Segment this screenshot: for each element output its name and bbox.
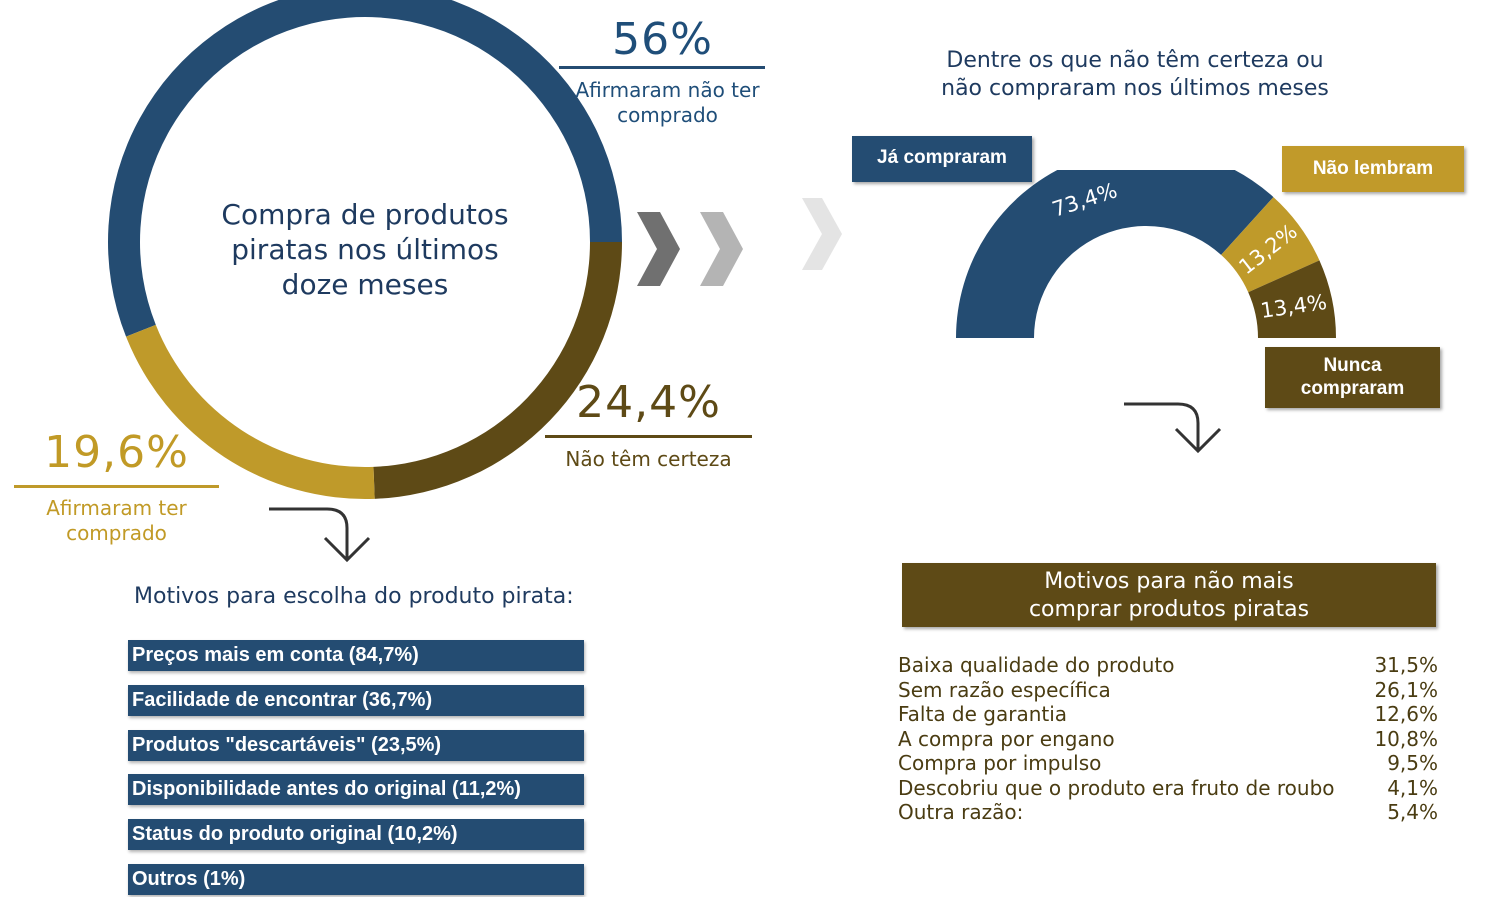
donut-title-line: piratas nos últimos bbox=[231, 233, 499, 266]
semi-title: Dentre os que não têm certeza ou não com… bbox=[900, 47, 1370, 103]
tag-line: compraram bbox=[1300, 378, 1405, 399]
reason-bar: Outros (1%) bbox=[128, 864, 584, 895]
notbuy-label: Outra razão: bbox=[898, 800, 1024, 824]
reason-bar: Status do produto original (10,2%) bbox=[128, 819, 584, 850]
notbuy-row: Outra razão: 5,4% bbox=[898, 800, 1438, 824]
donut-title-line: doze meses bbox=[281, 268, 449, 301]
caption-bought: Afirmaram ter comprado bbox=[14, 496, 219, 546]
caption-line: comprado bbox=[66, 521, 167, 545]
tag-nao-lembram: Não lembram bbox=[1282, 146, 1464, 192]
notbuy-value: 4,1% bbox=[1387, 776, 1438, 800]
tag-nunca-compraram: Nunca compraram bbox=[1265, 347, 1440, 408]
reason-bar: Facilidade de encontrar (36,7%) bbox=[128, 685, 584, 716]
arrow-down-right-icon bbox=[1124, 402, 1222, 454]
notbuy-value: 12,6% bbox=[1374, 702, 1438, 726]
notbuy-row: Descobriu que o produto era fruto de rou… bbox=[898, 776, 1438, 800]
notbuy-label: Sem razão específica bbox=[898, 678, 1111, 702]
rule-bought bbox=[14, 485, 219, 488]
donut-slice-unsure bbox=[373, 242, 622, 499]
caption-line: comprado bbox=[617, 103, 718, 127]
caption-unsure: Não têm certeza bbox=[565, 447, 732, 471]
reasons-title: Motivos para escolha do produto pirata: bbox=[134, 584, 574, 609]
chevron-right-icon bbox=[700, 212, 743, 286]
notbuy-row: Compra por impulso 9,5% bbox=[898, 751, 1438, 775]
arrow-down-right-icon bbox=[269, 507, 371, 563]
caption-line: Afirmaram ter bbox=[46, 496, 187, 520]
donut-title-line: Compra de produtos bbox=[221, 198, 509, 231]
caption-not-bought: Afirmaram não ter comprado bbox=[560, 78, 775, 128]
semi-slice-nunca-compraram bbox=[1248, 260, 1336, 338]
semi-slice-ja-compraram bbox=[956, 170, 1274, 338]
notbuy-row: Falta de garantia 12,6% bbox=[898, 702, 1438, 726]
tag-line: Nunca bbox=[1323, 355, 1382, 376]
notbuy-label: Descobriu que o produto era fruto de rou… bbox=[898, 776, 1335, 800]
reason-bar: Disponibilidade antes do original (11,2%… bbox=[128, 774, 584, 805]
label-unsure-pct: 24,4% bbox=[576, 377, 721, 428]
tag-ja-compraram: Já compraram bbox=[852, 136, 1032, 182]
chevron-arrows bbox=[637, 212, 743, 286]
notbuy-value: 5,4% bbox=[1387, 800, 1438, 824]
donut-chart bbox=[108, 0, 743, 499]
notbuy-label: Baixa qualidade do produto bbox=[898, 653, 1175, 677]
notbuy-title-line: comprar produtos piratas bbox=[1028, 597, 1310, 622]
notbuy-row: Sem razão específica 26,1% bbox=[898, 678, 1438, 702]
label-bought-pct: 19,6% bbox=[44, 427, 189, 478]
semi-title-line: Dentre os que não têm certeza ou bbox=[946, 48, 1324, 73]
notbuy-label: Compra por impulso bbox=[898, 751, 1102, 775]
semi-title-line: não compraram nos últimos meses bbox=[941, 76, 1329, 101]
chevron-right-icon bbox=[802, 198, 842, 270]
notbuy-value: 10,8% bbox=[1374, 727, 1438, 751]
rule-not-bought bbox=[559, 66, 765, 69]
notbuy-value: 31,5% bbox=[1374, 653, 1438, 677]
caption-line: Afirmaram não ter bbox=[575, 78, 760, 102]
notbuy-label: A compra por engano bbox=[898, 727, 1115, 751]
notbuy-title-line: Motivos para não mais bbox=[1044, 569, 1294, 594]
donut-slice-bought bbox=[126, 324, 375, 499]
label-not-bought-pct: 56% bbox=[612, 14, 713, 65]
donut-title: Compra de produtos piratas nos últimos d… bbox=[190, 197, 540, 302]
rule-unsure bbox=[545, 435, 752, 438]
chevron-faint bbox=[802, 198, 842, 270]
notbuy-value: 26,1% bbox=[1374, 678, 1438, 702]
notbuy-title: Motivos para não mais comprar produtos p… bbox=[902, 563, 1436, 627]
notbuy-value: 9,5% bbox=[1387, 751, 1438, 775]
semi-donut-chart: 73,4%13,2%13,4% bbox=[956, 170, 1336, 338]
notbuy-label: Falta de garantia bbox=[898, 702, 1068, 726]
semi-slice-nao-lembram bbox=[1221, 197, 1320, 293]
reason-bar: Preços mais em conta (84,7%) bbox=[128, 640, 584, 671]
chevron-right-icon bbox=[637, 212, 680, 286]
notbuy-row: Baixa qualidade do produto 31,5% bbox=[898, 653, 1438, 677]
notbuy-row: A compra por engano 10,8% bbox=[898, 727, 1438, 751]
reason-bar: Produtos "descartáveis" (23,5%) bbox=[128, 730, 584, 761]
